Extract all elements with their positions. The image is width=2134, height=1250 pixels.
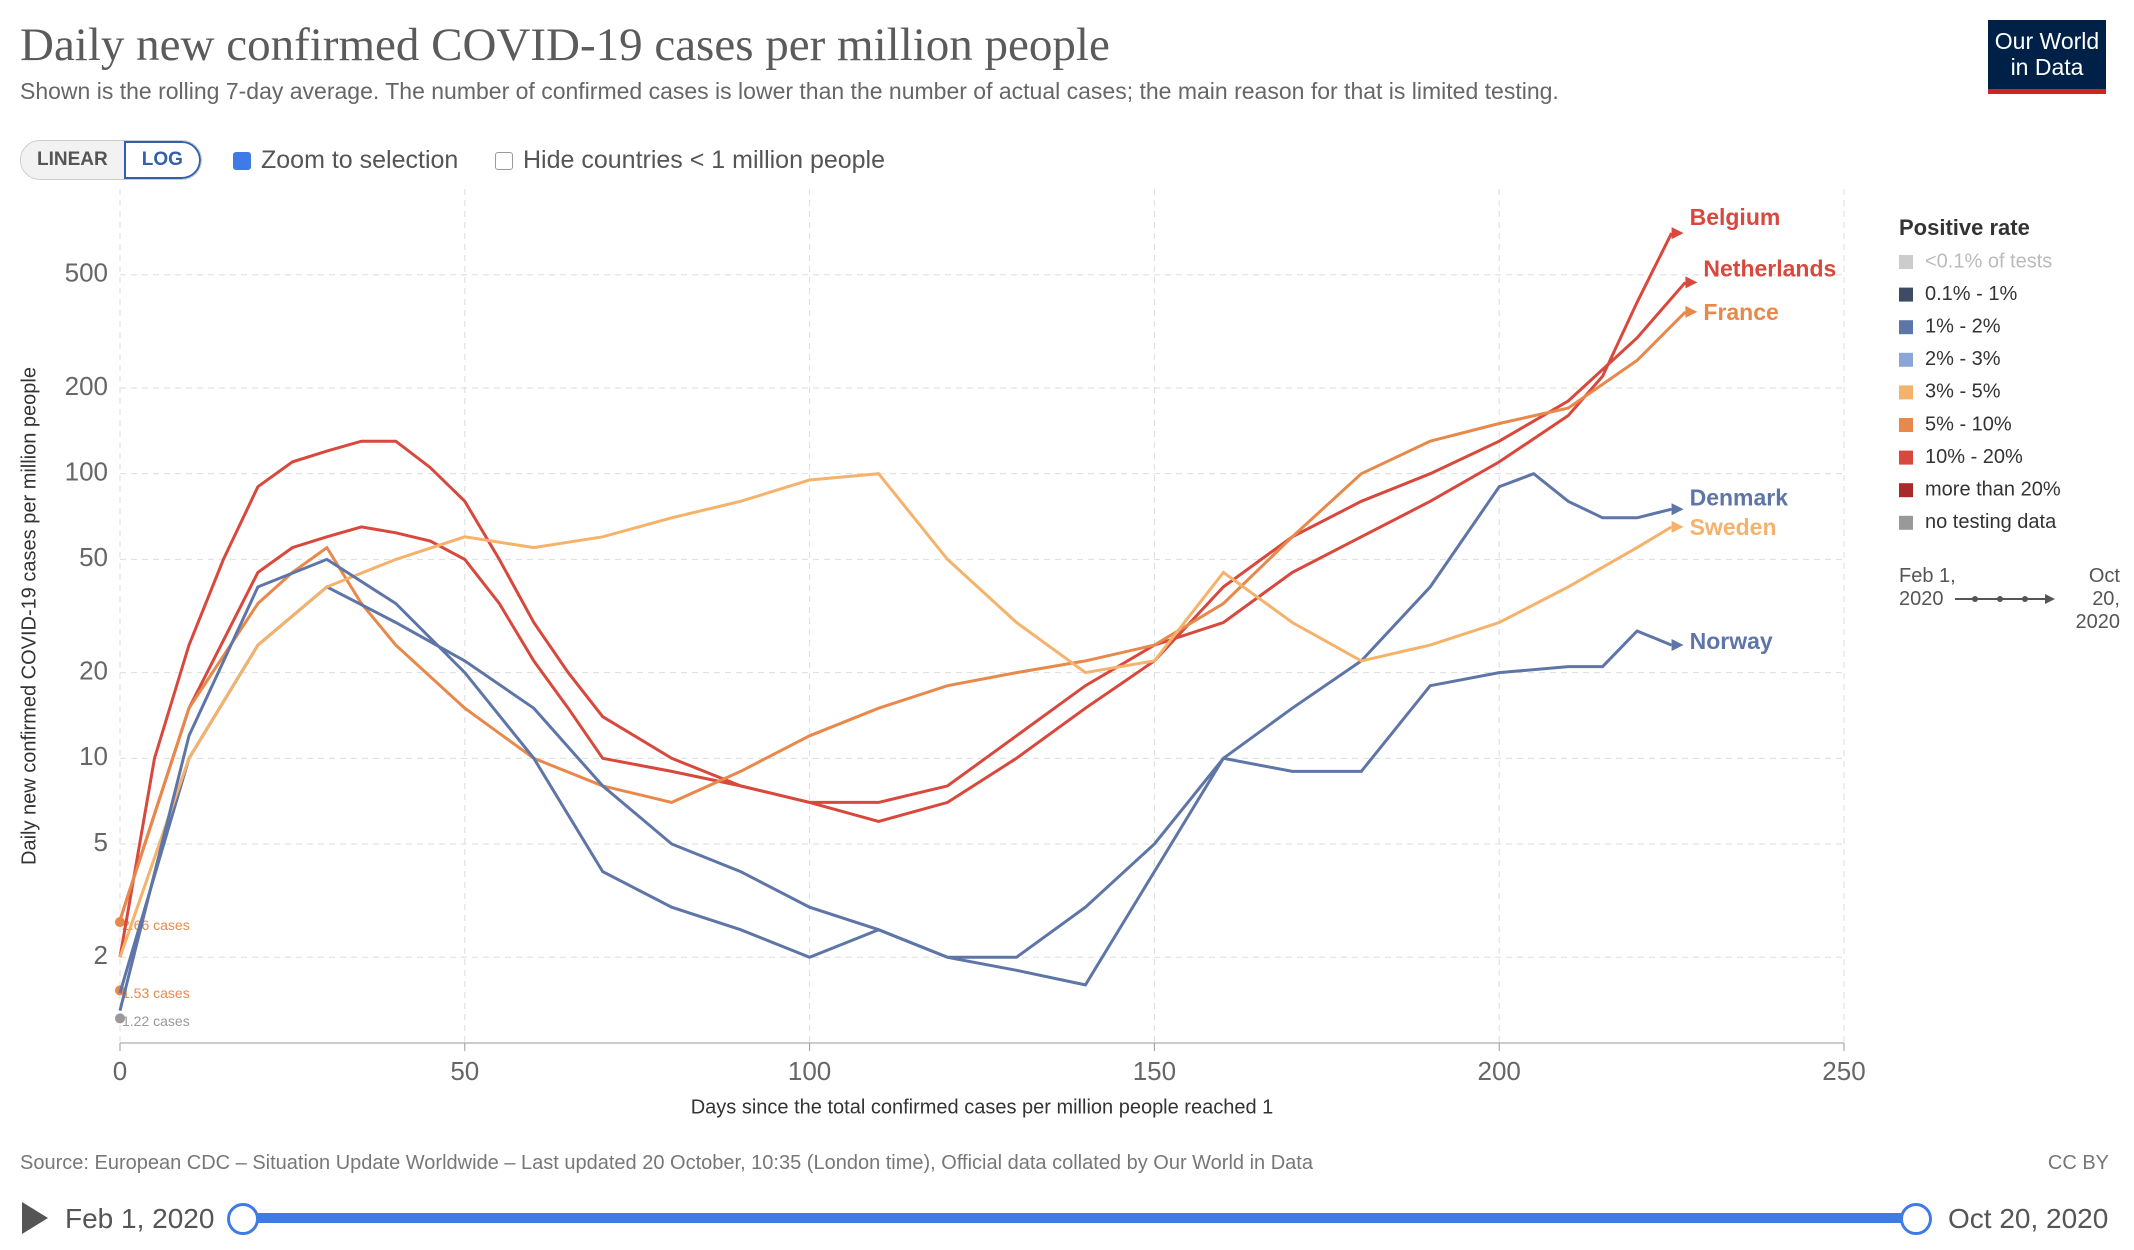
subtitle: Shown is the rolling 7-day average. The … <box>20 78 1559 104</box>
line-end-arrow <box>1671 639 1684 652</box>
zoom-option[interactable]: Zoom to selection <box>233 146 458 175</box>
checkbox[interactable] <box>495 152 513 171</box>
legend-swatch <box>1899 385 1913 400</box>
linear-button[interactable]: LINEAR <box>21 141 124 179</box>
x-tick-label: 200 <box>1478 1056 1521 1086</box>
legend-timeline-arrow <box>2045 594 2055 604</box>
timeline-track[interactable] <box>242 1213 1914 1223</box>
legend-label: 5% - 10% <box>1925 413 2012 435</box>
series-label: Belgium <box>1690 204 1781 230</box>
x-tick-label: 100 <box>788 1056 831 1086</box>
legend-timeline-dot <box>1972 596 1978 602</box>
x-tick-label: 50 <box>450 1056 479 1086</box>
line-end-arrow <box>1671 227 1684 240</box>
legend-swatch <box>1899 320 1913 335</box>
legend-label: 1% - 2% <box>1925 315 2001 337</box>
legend-label: 2% - 3% <box>1925 348 2001 370</box>
line-end-arrow <box>1685 305 1698 318</box>
legend-swatch <box>1899 483 1913 498</box>
timeline-end: Oct 20, 2020 <box>1948 1203 2109 1234</box>
series-line <box>118 472 1673 958</box>
series-line <box>118 281 1687 921</box>
y-tick-label: 20 <box>79 656 108 686</box>
y-tick-label: 5 <box>94 827 108 857</box>
series-label: Sweden <box>1690 514 1777 540</box>
line-end-arrow <box>1671 520 1684 533</box>
series-line <box>118 310 1687 921</box>
legend-swatch <box>1899 255 1913 269</box>
y-tick-label: 10 <box>79 741 108 771</box>
hide-label: Hide countries < 1 million people <box>523 146 886 174</box>
annotation-label: 1.53 cases <box>122 985 190 1001</box>
legend-start-date: Feb 1, 2020 <box>1899 565 1956 610</box>
series-line <box>118 232 1673 958</box>
x-tick-label: 150 <box>1133 1056 1176 1086</box>
timeline-start: Feb 1, 2020 <box>65 1203 215 1234</box>
y-tick-label: 500 <box>65 258 108 288</box>
legend-label: more than 20% <box>1925 478 2061 500</box>
series-label: Norway <box>1690 628 1773 654</box>
legend-label: 3% - 5% <box>1925 381 2001 403</box>
annotation-dot <box>115 1013 125 1024</box>
scale-toggle: LINEAR LOG <box>20 140 202 180</box>
play-button[interactable] <box>22 1202 48 1234</box>
timeline-handle[interactable] <box>1900 1203 1932 1235</box>
series-line <box>118 557 1673 1011</box>
zoom-label: Zoom to selection <box>261 146 459 174</box>
series-label: Netherlands <box>1703 255 1836 281</box>
license: CC BY <box>2047 1152 2109 1174</box>
series-line <box>118 471 1672 994</box>
y-axis-label: Daily new confirmed COVID-19 cases per m… <box>18 367 40 865</box>
legend-label: no testing data <box>1925 511 2057 533</box>
log-button[interactable]: LOG <box>123 141 201 179</box>
line-end-arrow <box>1671 503 1684 516</box>
x-tick-label: 0 <box>113 1056 127 1086</box>
x-tick-label: 250 <box>1822 1056 1865 1086</box>
annotation-dot <box>115 917 125 928</box>
y-tick-label: 2 <box>94 940 108 970</box>
title: Daily new confirmed COVID-19 cases per m… <box>20 19 1110 71</box>
annotation-label: 1.22 cases <box>122 1013 190 1029</box>
x-axis-label: Days since the total confirmed cases per… <box>691 1096 1274 1118</box>
source: Source: European CDC – Situation Update … <box>20 1152 1313 1174</box>
legend-swatch <box>1899 418 1913 432</box>
legend-timeline-dot <box>2022 596 2028 602</box>
legend-swatch <box>1899 287 1913 302</box>
checkbox[interactable] <box>233 152 251 171</box>
y-tick-label: 100 <box>65 457 108 487</box>
series-label: France <box>1703 299 1778 325</box>
hide-option[interactable]: Hide countries < 1 million people <box>495 146 885 175</box>
logo[interactable]: Our World in Data <box>1988 20 2106 94</box>
legend-swatch <box>1899 450 1913 465</box>
series-label: Denmark <box>1690 484 1789 510</box>
legend-end-date: Oct 20, 2020 <box>2075 565 2121 633</box>
legend-timeline-dot <box>1997 596 2003 602</box>
timeline-handle[interactable] <box>227 1203 259 1235</box>
legend-label: 0.1% - 1% <box>1925 283 2017 305</box>
legend-swatch <box>1899 352 1913 367</box>
y-tick-label: 50 <box>79 542 108 572</box>
legend-title: Positive rate <box>1899 215 2030 240</box>
line-end-arrow <box>1685 276 1698 289</box>
legend-swatch <box>1899 515 1913 530</box>
y-tick-label: 200 <box>65 371 108 401</box>
legend-label: <0.1% of tests <box>1925 250 2052 272</box>
legend-label: 10% - 20% <box>1925 446 2023 468</box>
